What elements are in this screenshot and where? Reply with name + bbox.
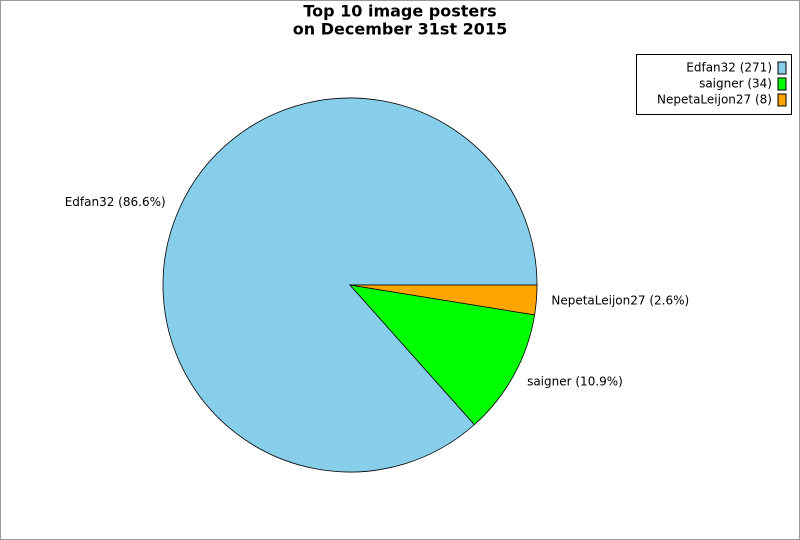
- chart-title: Top 10 image posters: [303, 2, 496, 21]
- legend-box: [636, 54, 792, 115]
- legend-swatch: [777, 77, 787, 91]
- legend-label: saigner (34): [699, 77, 772, 91]
- slice-label: Edfan32 (86.6%): [65, 195, 166, 209]
- pie-slice: [349, 284, 538, 316]
- legend-label: Edfan32 (271): [686, 61, 772, 75]
- slice-label: saigner (10.9%): [527, 375, 623, 389]
- legend-swatch: [777, 93, 787, 107]
- legend-swatch: [777, 61, 787, 75]
- legend-label: NepetaLeijon27 (8): [657, 93, 772, 107]
- pie-slice: [162, 97, 538, 473]
- pie-slice: [348, 284, 536, 426]
- slice-label: NepetaLeijon27 (2.6%): [551, 294, 689, 308]
- chart-title: on December 31st 2015: [293, 20, 507, 39]
